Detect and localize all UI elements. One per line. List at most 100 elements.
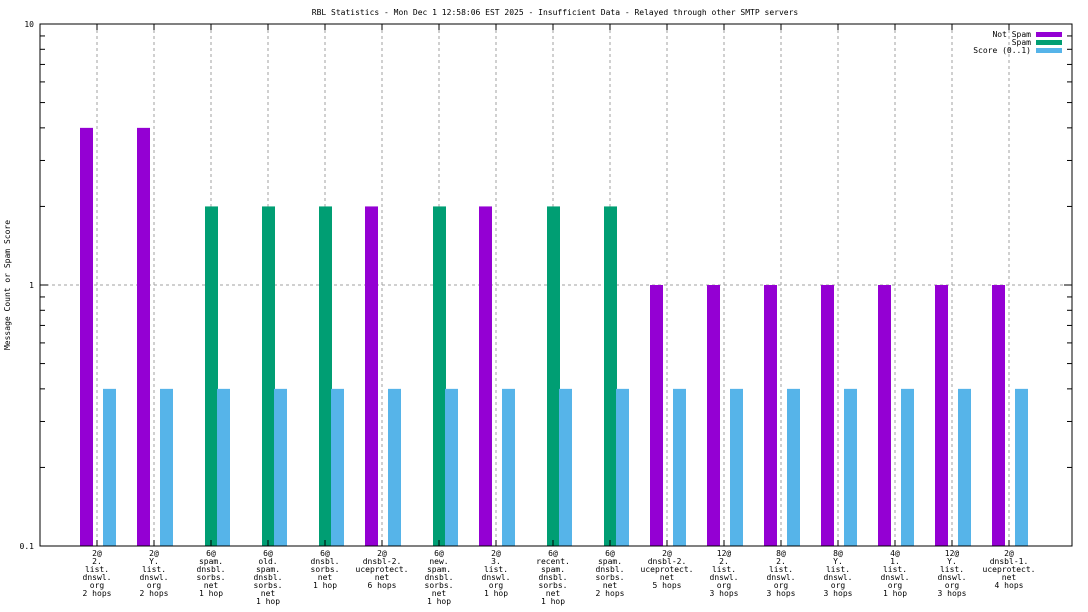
x-tick-label-line: old. [258,557,277,566]
bar-score-0-1 [559,388,572,546]
x-tick-label-line: 5 hops [653,581,682,590]
x-tick-label-line: 6@ [206,549,216,558]
x-tick-label-line: 3 hops [938,589,967,598]
x-tick-label-line: recent. [536,557,570,566]
bar-score-0-1 [844,388,857,546]
x-tick-label-line: dnswl. [824,573,853,582]
x-tick-label-line: net [318,573,333,582]
x-tick-label-line: 6@ [434,549,444,558]
x-tick-label-line: 2@ [377,549,387,558]
x-tick-label-line: 3 hops [824,589,853,598]
bars-group [80,127,1028,547]
x-tick-label-line: 4@ [890,549,900,558]
bar-not-spam [707,285,720,546]
x-tick-label-line: 8@ [833,549,843,558]
x-tick-label-line: Y. [833,557,843,566]
bar-score-0-1 [274,388,287,546]
x-tick-label-line: list. [826,565,850,574]
y-tick-label: 10 [24,20,34,29]
x-tick-label-line: list. [484,565,508,574]
x-tick-label-line: dnsbl. [311,557,340,566]
bar-score-0-1 [502,388,515,546]
bar-spam [433,206,446,547]
x-tick-label-line: 6@ [548,549,558,558]
x-tick-label-line: 2. [92,557,102,566]
x-tick-label-line: dnsbl. [254,573,283,582]
x-tick-label-line: uceprotect. [641,565,694,574]
x-tick-label-line: net [546,589,561,598]
x-tick-label-line: list. [940,565,964,574]
x-tick-label-line: net [204,581,219,590]
bar-spam [262,206,275,547]
x-tick-label-line: 12@ [717,549,732,558]
x-tick-label-line: 1 hop [883,589,907,598]
y-tick-label: 1 [29,281,34,290]
bar-spam [604,206,617,547]
x-tick-label-line: spam. [598,557,622,566]
x-tick-label-line: list. [712,565,736,574]
x-tick-label-line: 3 hops [767,589,796,598]
x-tick-label-line: org [945,581,960,590]
x-tick-label-line: dnswl. [140,573,169,582]
x-tick-label-line: dnsbl. [197,565,226,574]
axes-group [39,23,1073,547]
bar-not-spam [764,285,777,546]
x-tick-label-line: 2@ [662,549,672,558]
x-tick-label-line: list. [883,565,907,574]
bar-score-0-1 [673,388,686,546]
x-tick-label-line: dnsbl-1. [990,557,1029,566]
x-tick-label-line: 2@ [491,549,501,558]
bar-spam [547,206,560,547]
x-tick-label-line: 1 hop [427,597,451,606]
x-tick-label-line: 8@ [776,549,786,558]
x-tick-label-line: dnswl. [767,573,796,582]
x-tick-label-line: dnswl. [710,573,739,582]
bar-score-0-1 [445,388,458,546]
bar-score-0-1 [160,388,173,546]
x-tick-label-line: dnsbl. [539,573,568,582]
x-tick-label-line: net [261,589,276,598]
bar-not-spam [935,285,948,546]
x-tick-label-line: spam. [256,565,280,574]
x-tick-label-line: Y. [947,557,957,566]
x-tick-label-line: 3. [491,557,501,566]
x-tick-label-line: sorbs. [254,581,283,590]
bar-score-0-1 [787,388,800,546]
x-tick-label-line: sorbs. [596,573,625,582]
x-tick-label-line: net [660,573,675,582]
legend-label: Not Spam [992,30,1031,39]
legend-swatch [1036,40,1062,45]
x-tick-label-line: dnsbl. [596,565,625,574]
x-tick-label-line: uceprotect. [356,565,409,574]
x-tick-label-line: org [888,581,903,590]
x-tick-label-line: spam. [541,565,565,574]
x-tick-label-line: 2 hops [83,589,112,598]
x-tick-label-line: org [90,581,105,590]
x-tick-label-line: 2@ [1004,549,1014,558]
x-tick-label-line: 6 hops [368,581,397,590]
legend-label: Spam [1012,38,1031,47]
x-tick-label-line: dnswl. [938,573,967,582]
bar-score-0-1 [331,388,344,546]
y-tick-label: 0.1 [20,542,35,551]
x-tick-label-line: org [831,581,846,590]
x-tick-label-line: 1 hop [484,589,508,598]
bar-not-spam [878,285,891,546]
legend-label: Score (0..1) [973,46,1031,55]
x-tick-label-line: net [603,581,618,590]
